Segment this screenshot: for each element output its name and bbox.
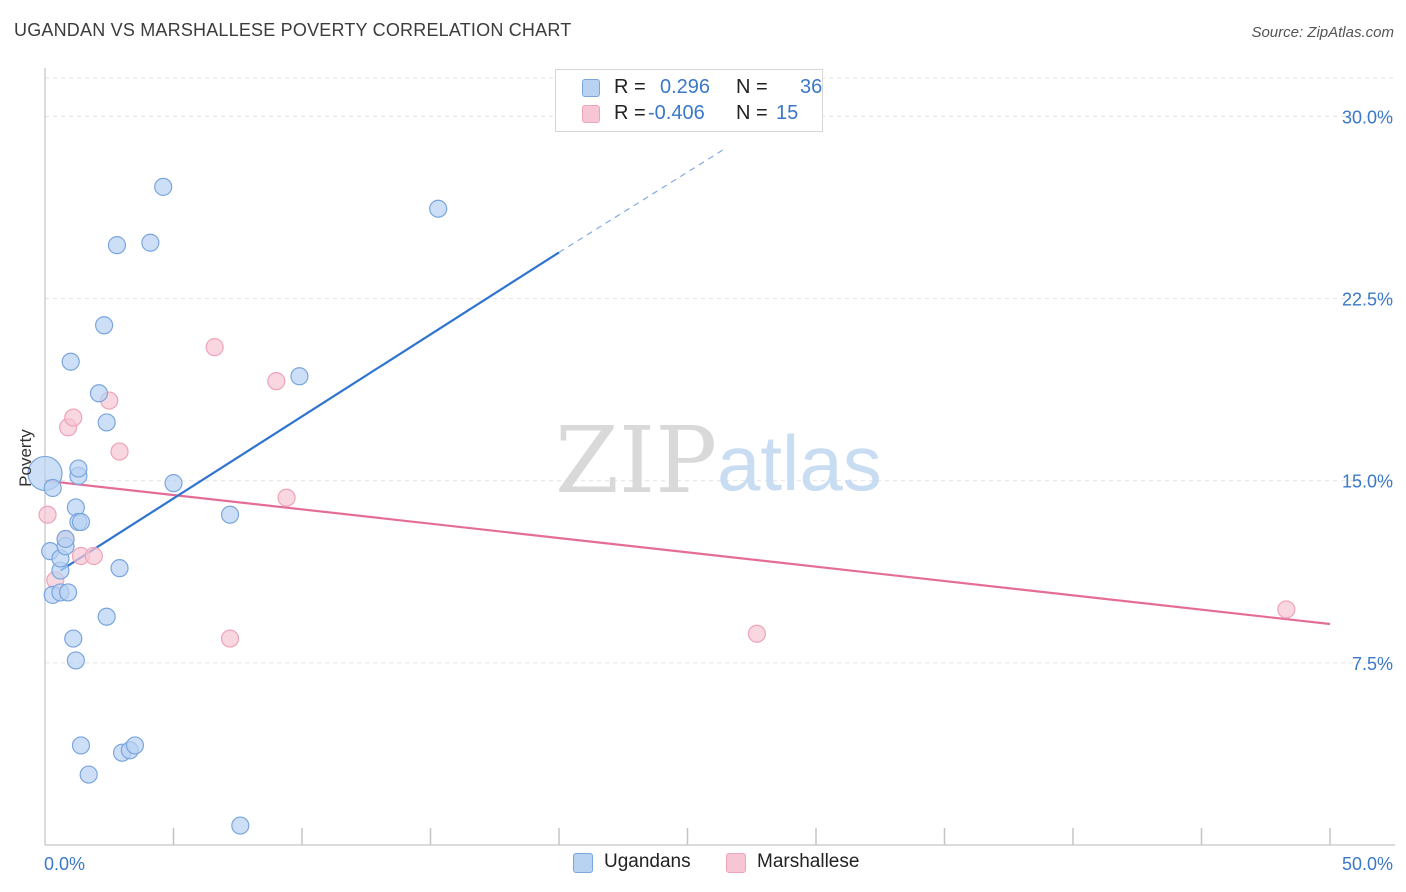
marshallese-point bbox=[267, 372, 286, 391]
y-tick-label: 15.0% bbox=[1342, 472, 1393, 492]
r-label: R = bbox=[614, 102, 646, 124]
n-value: 36 bbox=[800, 76, 823, 98]
marshallese-point bbox=[220, 629, 240, 648]
watermark-atlas: atlas bbox=[717, 419, 882, 507]
marshallese-point bbox=[38, 505, 57, 524]
legend-label: Marshallese bbox=[757, 851, 860, 872]
ugandan-point bbox=[59, 583, 78, 602]
ugandan-point bbox=[89, 384, 109, 403]
ugandan-point bbox=[220, 505, 240, 524]
n-label: N = bbox=[736, 102, 768, 124]
x-tick-label-min: 0.0% bbox=[44, 854, 85, 874]
x-tick-label-max: 50.0% bbox=[1342, 854, 1393, 874]
y-tick-label: 22.5% bbox=[1342, 290, 1393, 310]
ugandan-point bbox=[66, 651, 85, 670]
gridlines bbox=[45, 77, 1395, 664]
marshallese-points bbox=[38, 338, 1296, 648]
marshallese-point bbox=[1277, 600, 1296, 619]
ugandan-point bbox=[290, 367, 309, 386]
n-value: 15 bbox=[776, 102, 799, 124]
ugandan-point bbox=[79, 765, 98, 784]
marshallese-trendline bbox=[44, 479, 1331, 626]
legend-label: Ugandans bbox=[604, 851, 691, 872]
marshallese-point bbox=[64, 408, 83, 427]
y-tick-label: 7.5% bbox=[1352, 654, 1393, 674]
marshallese-point bbox=[277, 488, 296, 507]
marshallese-point bbox=[84, 546, 103, 566]
ugandan-point bbox=[154, 177, 173, 196]
ugandans-swatch bbox=[582, 79, 600, 97]
axes bbox=[44, 68, 1395, 846]
r-value: 0.296 bbox=[660, 76, 711, 98]
ugandan-point bbox=[164, 474, 183, 493]
ugandan-point bbox=[95, 316, 114, 335]
ugandan-point bbox=[231, 816, 250, 835]
ugandan-point bbox=[64, 629, 83, 648]
source-credit: Source: ZipAtlas.com bbox=[1251, 24, 1394, 41]
ugandan-point bbox=[429, 199, 448, 218]
ugandans-swatch bbox=[573, 853, 593, 873]
ugandan-points bbox=[27, 177, 448, 835]
ugandan-point bbox=[56, 529, 75, 549]
marshallese-point bbox=[205, 338, 224, 357]
ugandan-point bbox=[71, 512, 91, 532]
ugandan-point bbox=[71, 736, 91, 755]
n-label: N = bbox=[736, 76, 768, 98]
y-axis-label: Poverty bbox=[16, 429, 35, 487]
watermark: ZIP atlas bbox=[555, 407, 882, 514]
marshallese-point bbox=[110, 442, 129, 461]
trendlines bbox=[44, 147, 1331, 626]
ugandan-trendline bbox=[59, 251, 560, 572]
watermark-zip: ZIP bbox=[555, 407, 717, 514]
ugandan-point bbox=[107, 236, 127, 255]
ugandan-point bbox=[97, 607, 116, 626]
ugandan-point bbox=[110, 559, 129, 578]
chart-title: UGANDAN VS MARSHALLESE POVERTY CORRELATI… bbox=[14, 20, 572, 40]
ugandan-point bbox=[69, 459, 88, 478]
marshallese-swatch bbox=[582, 105, 600, 123]
correlation-legend: R = 0.296 N = 36 R = -0.406 N = 15 bbox=[555, 69, 823, 132]
ugandan-point bbox=[61, 352, 80, 371]
ugandan-point bbox=[141, 233, 160, 252]
r-value: -0.406 bbox=[648, 102, 705, 124]
marshallese-swatch bbox=[726, 853, 746, 873]
y-tick-label: 30.0% bbox=[1342, 107, 1393, 127]
tick-labels: 7.5% 15.0% 22.5% 30.0% 0.0% 50.0% bbox=[44, 107, 1393, 874]
marshallese-point bbox=[747, 624, 766, 643]
r-label: R = bbox=[614, 76, 646, 98]
ugandan-point bbox=[43, 478, 62, 498]
ugandan-point bbox=[97, 413, 116, 432]
ugandan-point bbox=[125, 736, 145, 755]
ugandan-trendline-extension bbox=[558, 147, 727, 253]
